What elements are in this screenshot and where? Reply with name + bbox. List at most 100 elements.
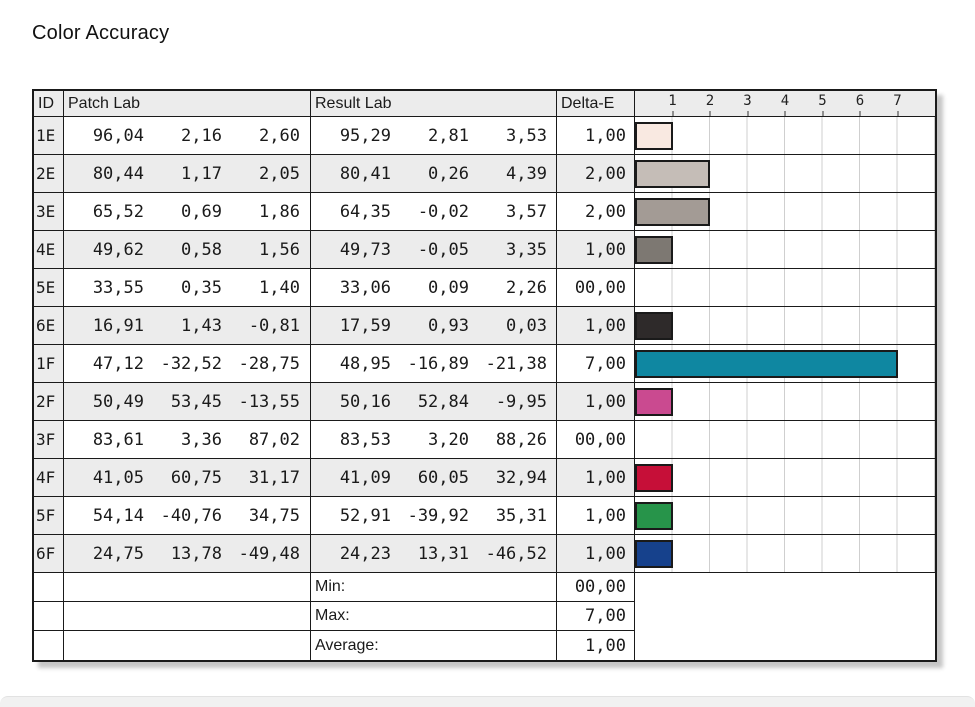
scale-tick-mark — [822, 111, 823, 116]
lab-a-value: 2,16 — [181, 125, 222, 146]
summary-id-empty — [34, 631, 64, 660]
header-patch-lab: Patch Lab — [64, 91, 311, 117]
lab-l-value: 49,62 — [92, 239, 144, 260]
lab-b-value: 2,60 — [259, 125, 300, 146]
summary-average-label: Average: — [311, 631, 557, 660]
lab-b-value: 3,35 — [506, 239, 547, 260]
delta-e-bar-cell — [635, 459, 935, 497]
lab-l-value: 65,52 — [92, 201, 144, 222]
lab-a-value: 60,75 — [170, 467, 222, 488]
lab-b-value: -46,52 — [485, 543, 547, 564]
delta-e-value: 1,00 — [557, 117, 635, 155]
lab-b-value: 0,03 — [506, 315, 547, 336]
row-id: 6E — [34, 307, 64, 345]
summary-max-value: 7,00 — [557, 602, 635, 631]
summary-id-empty — [34, 602, 64, 631]
lab-b-value: 35,31 — [495, 505, 547, 526]
summary-min-label: Min: — [311, 573, 557, 602]
patch-lab-values: 96,04 2,16 2,60 — [64, 117, 311, 155]
lab-l-value: 47,12 — [92, 353, 144, 374]
lab-l-value: 16,91 — [92, 315, 144, 336]
result-lab-values: 80,41 0,26 4,39 — [311, 155, 557, 193]
lab-l-value: 83,61 — [92, 429, 144, 450]
lab-b-value: 2,05 — [259, 163, 300, 184]
lab-a-value: 1,43 — [181, 315, 222, 336]
result-lab-values: 83,53 3,20 88,26 — [311, 421, 557, 459]
patch-lab-values: 41,05 60,75 31,17 — [64, 459, 311, 497]
delta-e-bar — [635, 311, 673, 340]
lab-l-value: 80,41 — [339, 163, 391, 184]
patch-lab-values: 54,14 -40,76 34,75 — [64, 497, 311, 535]
lab-a-value: 1,17 — [181, 163, 222, 184]
lab-l-value: 49,73 — [339, 239, 391, 260]
row-id: 2F — [34, 383, 64, 421]
result-lab-values: 24,23 13,31 -46,52 — [311, 535, 557, 573]
delta-e-bar-cell — [635, 155, 935, 193]
lab-b-value: 1,40 — [259, 277, 300, 298]
scale-tick-mark — [672, 111, 673, 116]
delta-e-bar-cell — [635, 193, 935, 231]
delta-e-bar-cell — [635, 231, 935, 269]
lab-b-value: -13,55 — [238, 391, 300, 412]
delta-e-scale-header: 1 2 3 4 5 6 7 — [635, 91, 935, 117]
patch-lab-values: 47,12 -32,52 -28,75 — [64, 345, 311, 383]
lab-a-value: 0,93 — [428, 315, 469, 336]
delta-e-value: 2,00 — [557, 155, 635, 193]
patch-lab-values: 49,62 0,58 1,56 — [64, 231, 311, 269]
delta-e-value: 1,00 — [557, 307, 635, 345]
summary-patch-empty — [64, 631, 311, 660]
lab-a-value: -0,05 — [417, 239, 469, 260]
summary-average-value: 1,00 — [557, 631, 635, 660]
lab-b-value: 4,39 — [506, 163, 547, 184]
delta-e-bar-cell — [635, 383, 935, 421]
lab-l-value: 17,59 — [339, 315, 391, 336]
chart-summary-blank — [635, 573, 935, 660]
delta-e-bar — [635, 235, 673, 264]
scale-tick-label: 1 — [668, 93, 677, 109]
lab-l-value: 80,44 — [92, 163, 144, 184]
delta-e-bar — [635, 159, 710, 188]
lab-a-value: 52,84 — [417, 391, 469, 412]
color-accuracy-table: ID Patch Lab Result Lab Delta-E 1 2 3 4 … — [32, 89, 937, 662]
lab-a-value: 53,45 — [170, 391, 222, 412]
bottom-panel-edge — [0, 696, 975, 707]
result-lab-values: 95,29 2,81 3,53 — [311, 117, 557, 155]
lab-b-value: -9,95 — [495, 391, 547, 412]
lab-a-value: 0,26 — [428, 163, 469, 184]
summary-max-label: Max: — [311, 602, 557, 631]
lab-l-value: 50,16 — [339, 391, 391, 412]
lab-l-value: 54,14 — [92, 505, 144, 526]
scale-tick-label: 3 — [743, 93, 752, 109]
summary-patch-empty — [64, 602, 311, 631]
lab-l-value: 64,35 — [339, 201, 391, 222]
patch-lab-values: 33,55 0,35 1,40 — [64, 269, 311, 307]
row-id: 1E — [34, 117, 64, 155]
delta-e-bar — [635, 197, 710, 226]
lab-b-value: 88,26 — [495, 429, 547, 450]
patch-lab-values: 16,91 1,43 -0,81 — [64, 307, 311, 345]
lab-b-value: -49,48 — [238, 543, 300, 564]
lab-l-value: 95,29 — [339, 125, 391, 146]
lab-l-value: 48,95 — [339, 353, 391, 374]
delta-e-value: 00,00 — [557, 421, 635, 459]
lab-a-value: 0,58 — [181, 239, 222, 260]
row-id: 5F — [34, 497, 64, 535]
lab-l-value: 33,55 — [92, 277, 144, 298]
row-id: 5E — [34, 269, 64, 307]
header-delta-e: Delta-E — [557, 91, 635, 117]
delta-e-value: 2,00 — [557, 193, 635, 231]
row-id: 2E — [34, 155, 64, 193]
lab-l-value: 96,04 — [92, 125, 144, 146]
lab-b-value: -0,81 — [248, 315, 300, 336]
lab-b-value: -28,75 — [238, 353, 300, 374]
delta-e-value: 7,00 — [557, 345, 635, 383]
patch-lab-values: 65,52 0,69 1,86 — [64, 193, 311, 231]
lab-b-value: 32,94 — [495, 467, 547, 488]
scale-tick-mark — [784, 111, 786, 116]
summary-patch-empty — [64, 573, 311, 602]
scale-tick-label: 5 — [818, 93, 827, 109]
row-id: 4F — [34, 459, 64, 497]
row-id: 4E — [34, 231, 64, 269]
lab-b-value: 31,17 — [248, 467, 300, 488]
